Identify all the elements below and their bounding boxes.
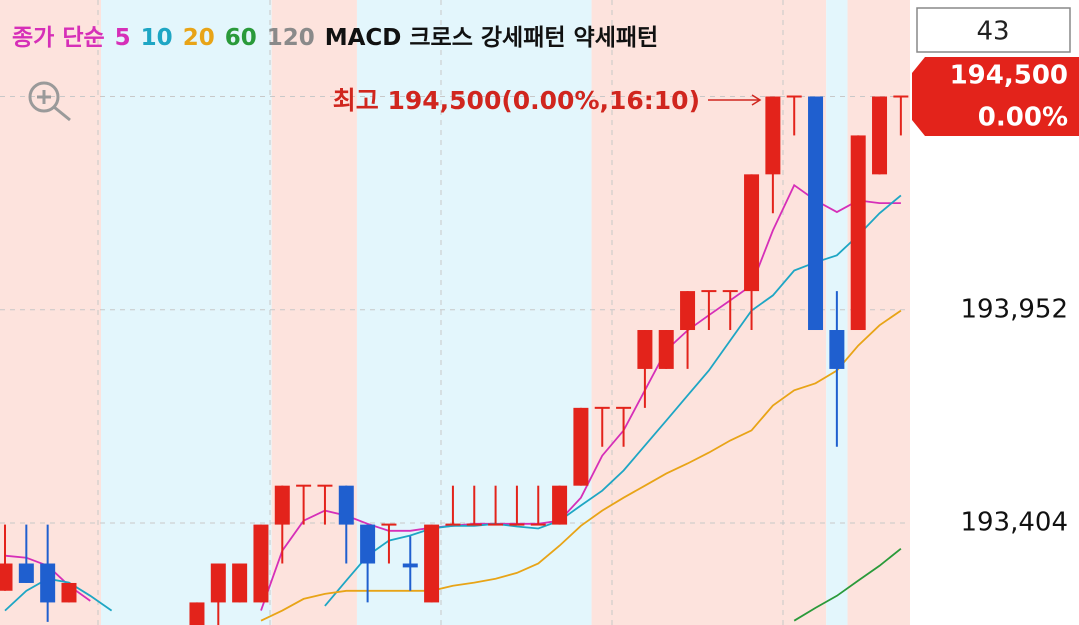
price-axis: 193,952 193,404	[960, 294, 1068, 537]
candle-body	[744, 174, 760, 292]
y-tick-label: 193,404	[960, 508, 1068, 538]
candle-body	[360, 524, 376, 564]
candle-body	[658, 330, 674, 369]
last-change: 0.00%	[978, 103, 1068, 133]
candle-body	[466, 523, 482, 526]
ma-line	[793, 547, 902, 622]
candle-body	[61, 582, 77, 603]
legend-entry: 10	[141, 25, 173, 51]
candle-body	[808, 96, 824, 331]
candle-body	[701, 290, 717, 293]
zoom-icon[interactable]	[28, 81, 60, 113]
candle-body	[573, 407, 589, 486]
candle-body	[893, 95, 909, 98]
candle-body	[594, 406, 610, 409]
zoom-handle	[53, 105, 71, 122]
candle-body	[18, 563, 34, 583]
candle-body	[0, 563, 13, 591]
legend-extra: 120	[267, 25, 315, 51]
candle-body	[296, 484, 312, 487]
candle-body	[680, 291, 696, 331]
legend: 종가 단순 5 10 20 60 120 MACD 크로스 강세패턴 약세패턴	[12, 25, 658, 51]
candle-body	[872, 96, 888, 175]
legend-prefix: 종가 단순	[12, 25, 105, 51]
candle-body	[786, 95, 802, 98]
region	[0, 0, 101, 625]
candle-body	[850, 135, 866, 331]
legend-extra: MACD 크로스 강세패턴 약세패턴	[325, 25, 658, 51]
y-tick-label: 193,952	[960, 294, 1068, 324]
candle-body	[829, 330, 845, 369]
candle-body	[530, 523, 546, 526]
count-label: 43	[976, 17, 1009, 47]
horizontal-grid	[0, 96, 910, 524]
candle-body	[274, 485, 290, 525]
candle-body	[210, 563, 226, 603]
price-box	[912, 57, 1079, 136]
high-annotation: 최고 194,500(0.00%,16:10)	[333, 86, 700, 115]
candles	[0, 95, 909, 625]
legend-entry: 20	[183, 25, 215, 51]
region	[100, 0, 272, 625]
candle-body	[338, 485, 354, 525]
candle-body	[445, 523, 461, 526]
candle-body	[402, 563, 418, 568]
candle-body	[189, 602, 205, 625]
count-box	[916, 7, 1071, 53]
candle-body	[509, 523, 525, 526]
candle-body	[232, 563, 248, 603]
zoom-button[interactable]	[28, 81, 71, 122]
candle-body	[552, 485, 568, 525]
candle-body	[616, 406, 632, 409]
candle-body	[765, 96, 781, 175]
legend-entry: 60	[225, 25, 257, 51]
candle-body	[424, 524, 440, 603]
candle-body	[722, 290, 738, 293]
candle-body	[381, 523, 397, 526]
ma-line	[4, 194, 902, 612]
vertical-grid	[97, 0, 784, 625]
candle-body	[317, 484, 333, 487]
candle-body	[488, 523, 504, 526]
candle-body	[40, 563, 56, 603]
legend-entry: 5	[115, 25, 131, 51]
candle-body	[637, 330, 653, 369]
annotation-arrow	[708, 94, 762, 106]
arrow-head	[751, 94, 762, 106]
last-price: 194,500	[950, 61, 1068, 91]
candle-body	[253, 524, 269, 603]
